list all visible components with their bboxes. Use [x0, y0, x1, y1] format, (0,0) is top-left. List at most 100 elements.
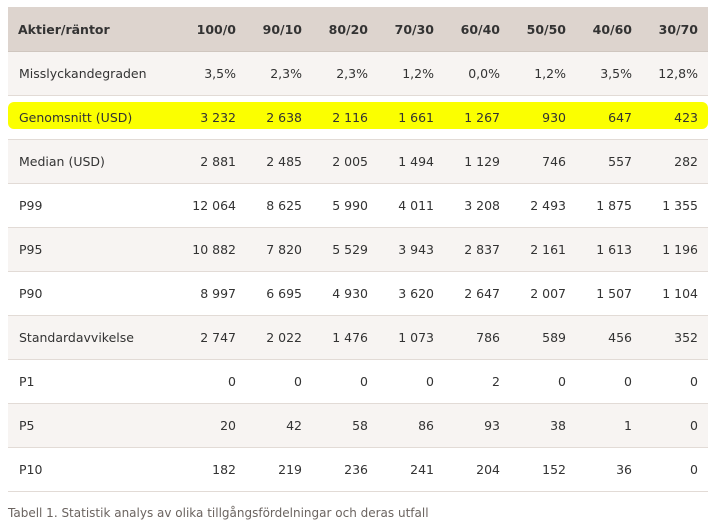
table-cell: 1 104 — [642, 271, 708, 316]
table-cell: 7 820 — [246, 227, 312, 272]
row-label: Standardavvikelse — [8, 315, 180, 360]
table-cell: 2 005 — [312, 139, 378, 184]
row-label: P10 — [8, 447, 180, 492]
table-cell: 2 — [444, 359, 510, 404]
table-cell: 182 — [180, 447, 246, 492]
table-cell: 1,2% — [510, 51, 576, 96]
column-header-label: Aktier/räntor — [8, 7, 180, 52]
table-cell: 3,5% — [180, 51, 246, 96]
table-cell: 1 875 — [576, 183, 642, 228]
table-cell: 1 073 — [378, 315, 444, 360]
table-cell: 746 — [510, 139, 576, 184]
table-cell: 0 — [180, 359, 246, 404]
table-row: P1 0 0 0 0 2 0 0 0 — [8, 359, 708, 404]
table-row: Median (USD) 2 881 2 485 2 005 1 494 1 129 746… — [8, 139, 708, 184]
table-cell: 423 — [642, 95, 708, 140]
table-row: Standardavvikelse 2 747 2 022 1 476 1 073 786… — [8, 315, 708, 360]
table-cell: 204 — [444, 447, 510, 492]
table-cell: 2,3% — [246, 51, 312, 96]
table-cell: 2 493 — [510, 183, 576, 228]
table-row: P10 182 219 236 241 204 152 36 0 — [8, 447, 708, 492]
table-cell: 0 — [642, 447, 708, 492]
table-row: P99 12 064 8 625 5 990 4 011 3 208 2 493 1 875 1… — [8, 183, 708, 228]
row-label: P90 — [8, 271, 180, 316]
table-cell: 58 — [312, 403, 378, 448]
table-cell: 5 529 — [312, 227, 378, 272]
table-row: P5 20 42 58 86 93 38 1 0 — [8, 403, 708, 448]
table-row: P95 10 882 7 820 5 529 3 943 2 837 2 161 1 613 1… — [8, 227, 708, 272]
table-cell: 38 — [510, 403, 576, 448]
column-header: 90/10 — [246, 7, 312, 52]
table-cell: 1 507 — [576, 271, 642, 316]
table-cell: 1,2% — [378, 51, 444, 96]
table-cell: 2 638 — [246, 95, 312, 140]
table-cell: 1 494 — [378, 139, 444, 184]
table-body: Misslyckandegraden 3,5% 2,3% 2,3% 1,2% 0,0% 1,… — [8, 51, 708, 492]
table-cell: 557 — [576, 139, 642, 184]
table-cell: 236 — [312, 447, 378, 492]
table-cell: 1 355 — [642, 183, 708, 228]
table-cell: 2 881 — [180, 139, 246, 184]
column-header: 70/30 — [378, 7, 444, 52]
column-header: 80/20 — [312, 7, 378, 52]
table-cell: 6 695 — [246, 271, 312, 316]
table-cell: 1 613 — [576, 227, 642, 272]
row-label: Genomsnitt (USD) — [8, 95, 180, 140]
column-header: 50/50 — [510, 7, 576, 52]
table-cell: 42 — [246, 403, 312, 448]
table-cell: 1 196 — [642, 227, 708, 272]
table-row: Genomsnitt (USD) 3 232 2 638 2 116 1 661 1 26… — [8, 95, 708, 140]
table-cell: 93 — [444, 403, 510, 448]
table-cell: 589 — [510, 315, 576, 360]
row-label: Median (USD) — [8, 139, 180, 184]
table-cell: 282 — [642, 139, 708, 184]
table-cell: 8 997 — [180, 271, 246, 316]
table-cell: 4 011 — [378, 183, 444, 228]
row-label: P1 — [8, 359, 180, 404]
table-cell: 930 — [510, 95, 576, 140]
table-cell: 456 — [576, 315, 642, 360]
row-label: Misslyckandegraden — [8, 51, 180, 96]
table-cell: 2 747 — [180, 315, 246, 360]
table-cell: 3 620 — [378, 271, 444, 316]
table-cell: 2 116 — [312, 95, 378, 140]
table-cell: 0 — [312, 359, 378, 404]
table-row: P90 8 997 6 695 4 930 3 620 2 647 2 007 1 507 1 … — [8, 271, 708, 316]
column-header: 30/70 — [642, 7, 708, 52]
row-label: P95 — [8, 227, 180, 272]
table-cell: 5 990 — [312, 183, 378, 228]
table-cell: 3,5% — [576, 51, 642, 96]
table-cell: 86 — [378, 403, 444, 448]
table-cell: 10 882 — [180, 227, 246, 272]
table-cell: 12 064 — [180, 183, 246, 228]
table-cell: 2 007 — [510, 271, 576, 316]
table-cell: 2 837 — [444, 227, 510, 272]
table-cell: 0 — [246, 359, 312, 404]
table-cell: 2 647 — [444, 271, 510, 316]
table-cell: 12,8% — [642, 51, 708, 96]
column-header: 40/60 — [576, 7, 642, 52]
table-cell: 1 — [576, 403, 642, 448]
table-cell: 241 — [378, 447, 444, 492]
table-cell: 3 232 — [180, 95, 246, 140]
table-cell: 2,3% — [312, 51, 378, 96]
statistics-table: Aktier/räntor 100/0 90/10 80/20 70/30 60/40 50… — [8, 7, 708, 492]
table-cell: 0,0% — [444, 51, 510, 96]
table-row: Misslyckandegraden 3,5% 2,3% 2,3% 1,2% 0,0% 1,… — [8, 51, 708, 96]
table-cell: 647 — [576, 95, 642, 140]
table-cell: 2 022 — [246, 315, 312, 360]
table-cell: 786 — [444, 315, 510, 360]
row-label: P5 — [8, 403, 180, 448]
table-cell: 2 161 — [510, 227, 576, 272]
table-caption: Tabell 1. Statistik analys av olika till… — [8, 506, 429, 520]
table-cell: 1 267 — [444, 95, 510, 140]
table-cell: 0 — [510, 359, 576, 404]
table-cell: 0 — [576, 359, 642, 404]
table-cell: 36 — [576, 447, 642, 492]
table-cell: 2 485 — [246, 139, 312, 184]
table-cell: 8 625 — [246, 183, 312, 228]
table-cell: 3 208 — [444, 183, 510, 228]
table-cell: 1 476 — [312, 315, 378, 360]
table-cell: 4 930 — [312, 271, 378, 316]
